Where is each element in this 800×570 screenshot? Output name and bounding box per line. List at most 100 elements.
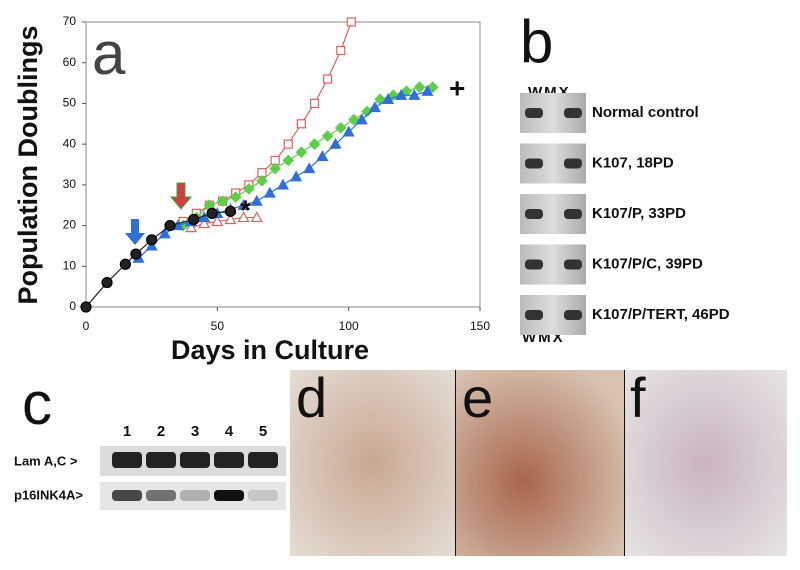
- annotation: +: [449, 72, 465, 103]
- marker: [308, 138, 321, 150]
- marker: [146, 234, 158, 246]
- marker: [188, 213, 200, 226]
- annotation: *: [240, 194, 251, 225]
- panel-letter: b: [520, 8, 553, 75]
- panel-a: a Days in Culture Population Doublings 0…: [13, 14, 490, 365]
- micrograph: [625, 370, 787, 556]
- lane-number: 1: [123, 423, 131, 440]
- arrow: [125, 219, 145, 245]
- marker: [224, 205, 237, 217]
- marker: [145, 239, 158, 251]
- y-tick-label: 10: [63, 258, 77, 272]
- marker: [321, 130, 334, 142]
- gel-label: Normal control: [592, 104, 699, 121]
- marker: [256, 174, 268, 187]
- y-tick-label: 20: [63, 218, 77, 232]
- band: [112, 490, 142, 501]
- marker: [296, 119, 306, 129]
- y-tick-label: 30: [63, 177, 77, 191]
- y-tick-label: 50: [63, 96, 77, 110]
- marker: [101, 276, 113, 289]
- band: [146, 452, 176, 468]
- row-label: Lam A,C >: [14, 453, 78, 468]
- marker: [263, 186, 276, 198]
- gel-band: [564, 209, 582, 219]
- marker: [250, 194, 263, 206]
- band: [214, 490, 244, 501]
- marker: [355, 113, 368, 125]
- lane-number: 5: [259, 423, 267, 440]
- marker: [130, 248, 142, 260]
- lane-number: 4: [225, 423, 234, 440]
- marker: [342, 125, 355, 137]
- marker: [303, 162, 316, 174]
- lane-number: 2: [157, 423, 165, 440]
- marker: [400, 85, 413, 98]
- gel-label: K107, 18PD: [592, 154, 674, 171]
- marker: [346, 17, 356, 27]
- marker: [368, 101, 381, 113]
- band: [248, 490, 278, 501]
- marker: [282, 154, 295, 167]
- marker: [237, 198, 250, 210]
- marker: [243, 183, 255, 195]
- marker: [295, 146, 308, 159]
- marker: [269, 162, 281, 175]
- marker: [395, 89, 408, 100]
- lane-number: 3: [191, 423, 199, 440]
- band: [146, 490, 176, 501]
- marker: [206, 207, 218, 219]
- marker: [382, 93, 395, 104]
- band: [214, 452, 244, 468]
- panel-letter: a: [92, 20, 126, 87]
- series-line: [138, 90, 428, 259]
- y-tick-label: 60: [63, 55, 77, 69]
- panel-letter: f: [630, 366, 646, 429]
- row-label: p16INK4A>: [14, 487, 83, 502]
- marker: [309, 98, 320, 109]
- y-tick-label: 70: [63, 14, 77, 28]
- marker: [211, 215, 224, 227]
- band: [112, 452, 142, 468]
- marker: [387, 89, 400, 102]
- x-tick-label: 50: [211, 319, 225, 333]
- marker: [276, 178, 290, 190]
- marker: [408, 89, 421, 100]
- x-axis-label: Days in Culture: [171, 335, 369, 365]
- marker: [158, 227, 171, 239]
- marker: [421, 84, 434, 96]
- marker: [237, 211, 250, 223]
- band: [248, 452, 278, 468]
- x-tick-label: 100: [339, 319, 359, 333]
- gel-band: [525, 158, 543, 169]
- marker: [80, 301, 92, 313]
- panel-letter: e: [462, 366, 493, 429]
- x-tick-label: 0: [83, 319, 90, 333]
- panel-letter: d: [296, 366, 327, 429]
- gel-band: [525, 310, 543, 320]
- gel-band: [564, 158, 582, 169]
- marker: [185, 221, 198, 233]
- marker: [413, 81, 426, 93]
- arrow: [169, 182, 193, 210]
- micrograph: [290, 370, 455, 556]
- marker: [250, 211, 263, 223]
- x-tick-label: 150: [470, 319, 490, 333]
- plot-frame: [85, 21, 481, 308]
- gel-label: K107/P, 33PD: [592, 205, 686, 222]
- marker: [329, 137, 342, 149]
- marker: [323, 74, 333, 84]
- y-tick-label: 0: [69, 299, 76, 313]
- marker: [426, 81, 439, 93]
- marker: [229, 191, 242, 203]
- band: [180, 490, 210, 501]
- marker: [348, 113, 360, 126]
- gel-label: K107/P/C, 39PD: [592, 255, 703, 272]
- marker: [336, 45, 346, 56]
- marker: [334, 122, 347, 134]
- marker: [164, 219, 176, 232]
- gel-band: [525, 209, 543, 219]
- gel-band: [564, 310, 582, 320]
- gel-band: [525, 259, 543, 270]
